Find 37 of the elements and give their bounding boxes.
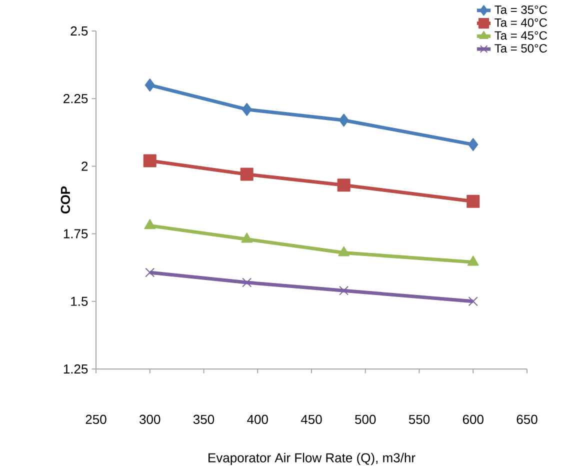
x-tick-label: 550 [408, 414, 430, 424]
x-tick-label: 400 [247, 414, 268, 424]
y-tick-label: 1.25 [64, 364, 88, 374]
y-tick-label: 2 [82, 162, 88, 171]
y-tick-label: 1.75 [64, 229, 88, 238]
point [144, 78, 155, 92]
legend-label: Ta = 40°C [494, 18, 548, 27]
point [338, 114, 349, 127]
legend-label: Ta = 45°C [494, 31, 548, 40]
x-tick-label: 350 [193, 414, 214, 424]
point [145, 268, 155, 278]
point [240, 168, 254, 181]
x-axis-title: Evaporator Air Flow Rate (Q), m3/hr [208, 452, 416, 465]
point [466, 194, 480, 208]
point [241, 232, 253, 243]
x-tick-label: 250 [86, 414, 106, 424]
x-tick-label: 600 [462, 414, 484, 424]
x-tick-label: 450 [300, 414, 322, 424]
point [143, 154, 156, 168]
point [467, 256, 479, 266]
x-tick-label: 500 [355, 414, 376, 424]
point [338, 246, 350, 256]
point [339, 286, 349, 296]
point [144, 219, 156, 230]
point [242, 278, 252, 288]
point [468, 138, 478, 152]
point [468, 296, 478, 306]
y-tick-label: 1.5 [71, 296, 88, 306]
y-tick-label: 2.25 [64, 94, 88, 104]
x-tick-label: 300 [140, 414, 160, 424]
point [337, 178, 350, 192]
legend-label: Ta = 35°C [494, 5, 548, 14]
y-tick-label: 2.5 [70, 26, 88, 36]
y-axis-title: COP [60, 186, 70, 214]
x-tick-label: 650 [516, 414, 538, 424]
legend-label: Ta = 50°C [494, 44, 548, 53]
point [242, 102, 252, 116]
